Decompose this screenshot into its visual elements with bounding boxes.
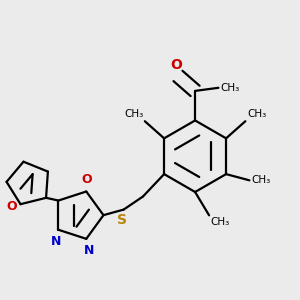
Text: CH₃: CH₃ bbox=[220, 83, 239, 93]
Text: N: N bbox=[51, 236, 61, 248]
Text: CH₃: CH₃ bbox=[251, 175, 270, 185]
Text: CH₃: CH₃ bbox=[124, 109, 143, 119]
Text: CH₃: CH₃ bbox=[211, 217, 230, 227]
Text: O: O bbox=[6, 200, 17, 213]
Text: S: S bbox=[117, 213, 128, 227]
Text: O: O bbox=[81, 173, 92, 186]
Text: N: N bbox=[84, 244, 94, 257]
Text: CH₃: CH₃ bbox=[247, 109, 266, 119]
Text: O: O bbox=[170, 58, 182, 72]
